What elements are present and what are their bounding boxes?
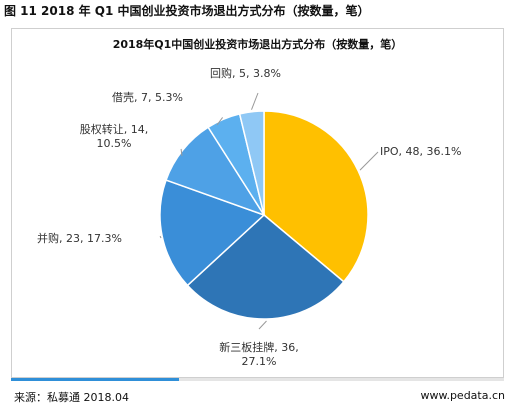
progress-bar-fill	[11, 378, 179, 381]
leader-line	[180, 148, 183, 157]
pie-slice	[238, 110, 265, 216]
chart-title: 2018年Q1中国创业投资市场退出方式分布（按数量，笔）	[112, 38, 403, 51]
slice-data-label: 股权转让, 14, 10.5%	[80, 122, 149, 150]
figure-caption: 图 11 2018 年 Q1 中国创业投资市场退出方式分布（按数量，笔）	[4, 4, 370, 18]
leader-line	[359, 151, 379, 171]
pie-slice	[186, 214, 345, 320]
site-url: www.pedata.cn	[420, 389, 505, 402]
progress-bar	[11, 378, 504, 381]
leader-line	[216, 117, 224, 126]
slice-data-label: 并购, 23, 17.3%	[37, 231, 122, 245]
leader-line	[258, 320, 267, 330]
pie-slice	[165, 126, 266, 217]
chart-frame: 2018年Q1中国创业投资市场退出方式分布（按数量，笔） IPO, 48, 36…	[11, 28, 504, 378]
slice-data-label: 借壳, 7, 5.3%	[112, 90, 183, 104]
leader-line	[159, 235, 162, 239]
slice-data-label: 新三板挂牌, 36, 27.1%	[219, 340, 299, 368]
slice-data-label: 回购, 5, 3.8%	[210, 66, 281, 80]
leader-line	[251, 92, 259, 110]
pie-slice	[263, 110, 369, 283]
source-note: 来源：私募通 2018.04	[14, 391, 129, 404]
slice-data-label: IPO, 48, 36.1%	[380, 145, 461, 158]
pie-chart: IPO, 48, 36.1% 新三板挂牌, 36, 27.1% 并购, 23, 17.…	[37, 66, 461, 368]
